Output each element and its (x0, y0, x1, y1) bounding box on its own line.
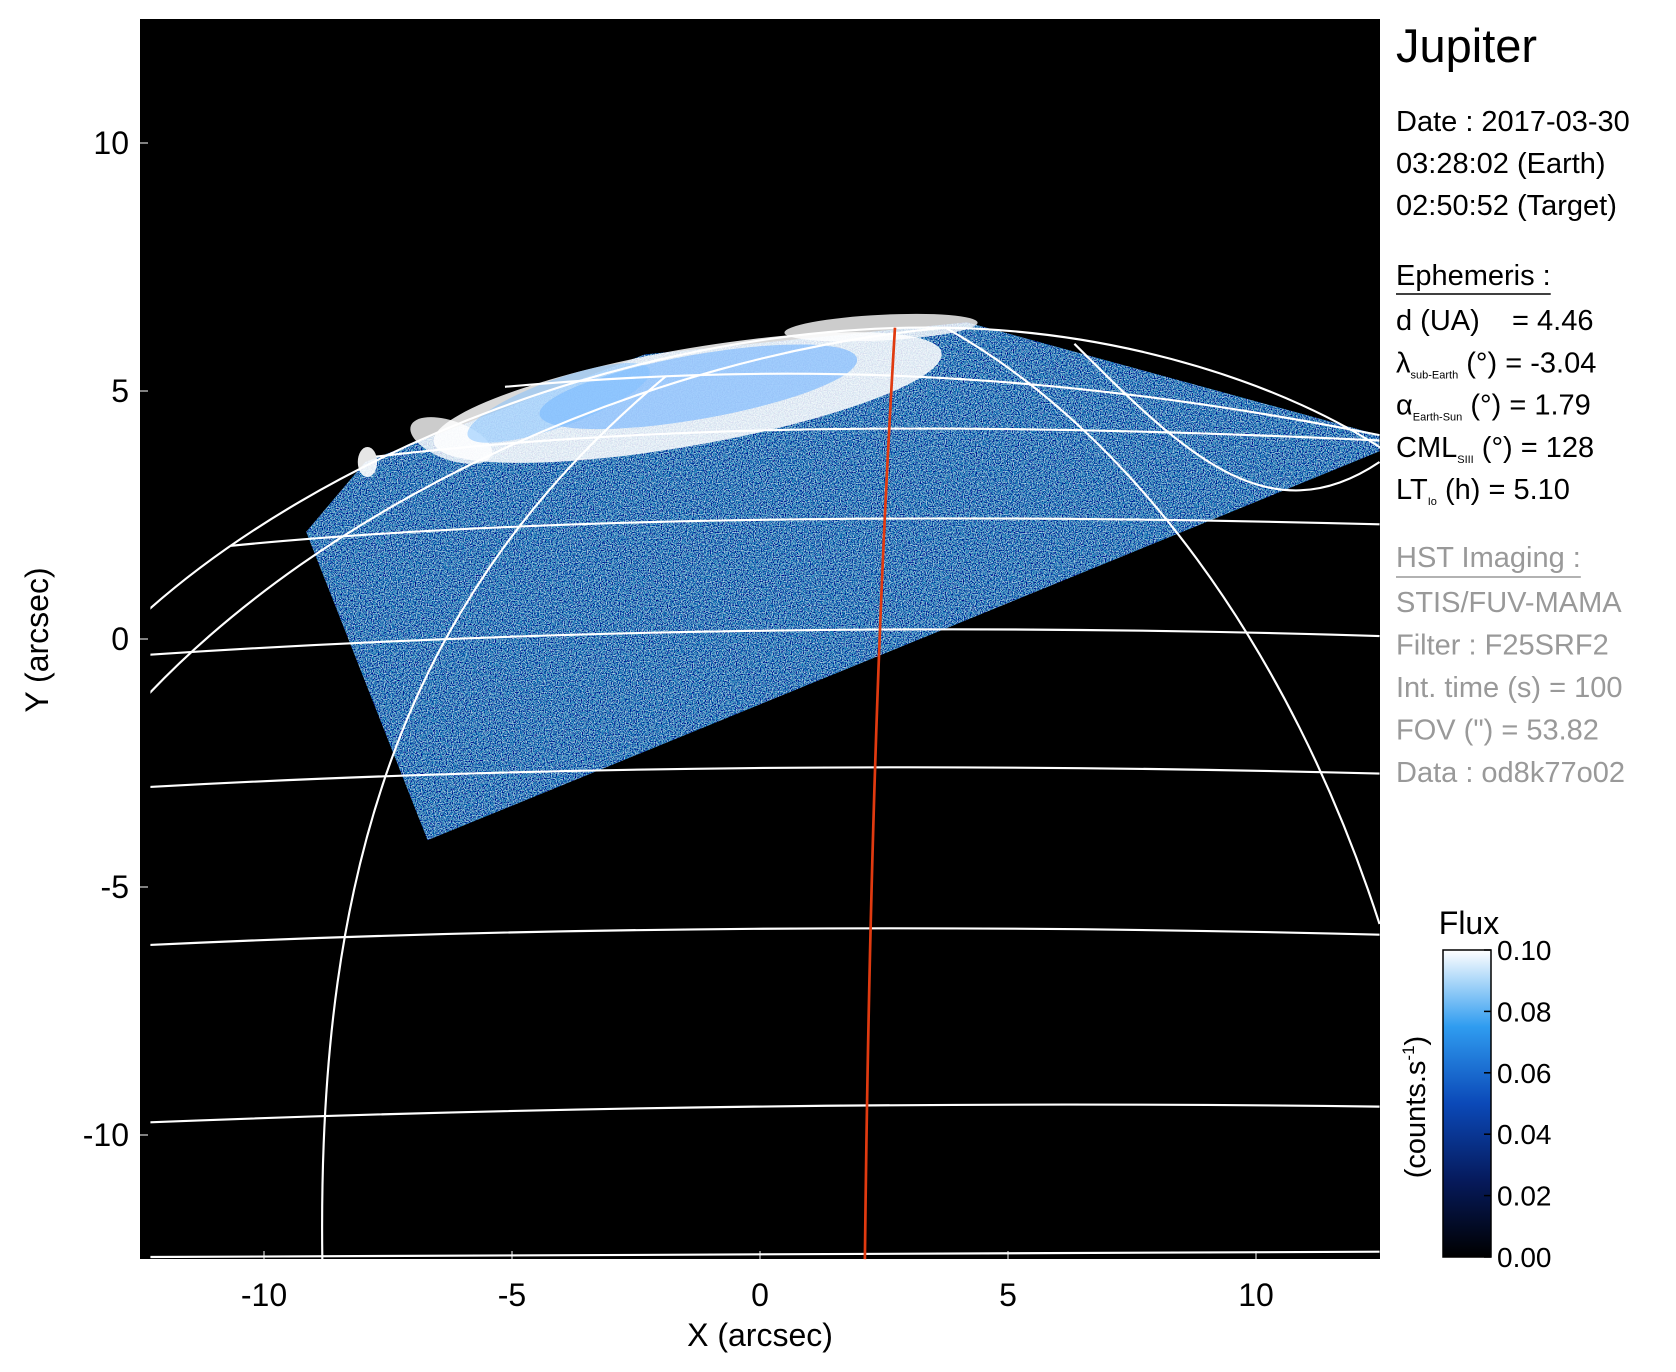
x-tick-label: 5 (999, 1277, 1017, 1313)
colorbar-tick-label: 0.04 (1497, 1119, 1552, 1150)
ephemeris-subscript: Io (1428, 496, 1437, 508)
ephemeris-symbol: CML (1396, 432, 1457, 464)
y-tick-label: 10 (93, 125, 129, 161)
x-tick-label: 0 (751, 1277, 769, 1313)
ephemeris-symbol: α (1396, 390, 1413, 422)
colorbar-tick-label: 0.10 (1497, 935, 1552, 966)
imaging-line: STIS/FUV-MAMA (1396, 587, 1622, 619)
ephemeris-row: λsub-Earth (°) = -3.04 (1396, 347, 1596, 381)
imaging-heading: HST Imaging : (1396, 542, 1581, 574)
ephemeris-text: (h) = 5.10 (1437, 474, 1570, 506)
y-tick-label: -10 (83, 1117, 129, 1153)
ephemeris-text: (°) = 1.79 (1462, 390, 1590, 422)
ephemeris-text: (°) = 128 (1474, 432, 1594, 464)
colorbar-tick-label: 0.02 (1497, 1181, 1552, 1212)
central-meridian (863, 327, 897, 1260)
ephemeris-row: d (UA) = 4.46 (1396, 305, 1593, 337)
y-tick-label: -5 (101, 869, 129, 905)
ephemeris-subscript: Earth-Sun (1413, 412, 1463, 424)
colorbar-label-part: ) (1400, 1036, 1432, 1046)
date-line: 03:28:02 (Earth) (1396, 148, 1606, 180)
ephemeris-text: (°) = -3.04 (1458, 347, 1596, 379)
imaging-line: Filter : F25SRF2 (1396, 630, 1609, 662)
ephemeris-row: CMLSIII (°) = 128 (1396, 432, 1594, 466)
ephemeris-heading: Ephemeris : (1396, 260, 1551, 292)
date-line: 02:50:52 (Target) (1396, 190, 1617, 222)
ephemeris-subscript: sub-Earth (1411, 369, 1459, 381)
imaging-line: Data : od8k77o02 (1396, 757, 1625, 789)
ephemeris-row: αEarth-Sun (°) = 1.79 (1396, 390, 1591, 424)
y-axis-label: Y (arcsec) (19, 567, 55, 712)
colorbar-title: Flux (1439, 905, 1499, 941)
colorbar-tick-label: 0.00 (1497, 1242, 1552, 1273)
x-tick-label: -10 (241, 1277, 287, 1313)
x-axis-label: X (arcsec) (687, 1317, 833, 1353)
colorbar-label-part: (counts.s (1400, 1061, 1432, 1179)
colorbar-tick-label: 0.08 (1497, 996, 1552, 1027)
colorbar-label-part: -1 (1399, 1045, 1418, 1060)
y-tick-label: 0 (111, 621, 129, 657)
ephemeris-symbol: λ (1396, 347, 1411, 379)
colorbar-label: (counts.s-1) (1399, 1036, 1432, 1178)
ephemeris-symbol: LT (1396, 474, 1428, 506)
x-tick-label: -5 (498, 1277, 526, 1313)
colorbar-tick-label: 0.06 (1497, 1058, 1552, 1089)
ephemeris-subscript: SIII (1457, 454, 1474, 466)
ephemeris-symbol: d (UA) = 4.46 (1396, 305, 1593, 337)
y-tick-label: 5 (111, 373, 129, 409)
panel-title: Jupiter (1396, 19, 1537, 72)
x-tick-label: 10 (1238, 1277, 1274, 1313)
date-line: Date : 2017-03-30 (1396, 106, 1630, 138)
imaging-line: FOV (") = 53.82 (1396, 715, 1599, 747)
ephemeris-row: LTIo (h) = 5.10 (1396, 474, 1570, 508)
image-layer (150, 313, 1387, 1260)
imaging-line: Int. time (s) = 100 (1396, 672, 1622, 704)
colorbar (1442, 949, 1492, 1258)
planet-grid (150, 326, 1387, 1260)
